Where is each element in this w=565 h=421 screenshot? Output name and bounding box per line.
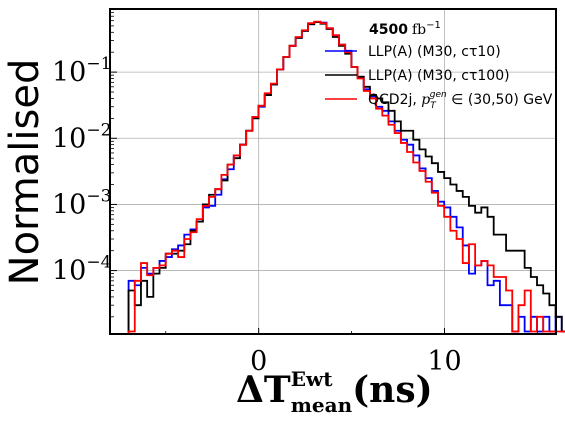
legend-label-2: LLP(A) (M30, cτ100) [368,68,510,84]
x-axis-label-unit: (ns) [352,369,433,411]
y-tick-label: 10−2 [52,120,111,154]
x-tick-label: 0 [250,346,267,377]
x-axis-label-sup: Ewt [291,367,333,391]
y-tick-label: 10−1 [52,54,111,88]
grid-lines [110,9,556,334]
legend-title: 4500 fb−1 [369,20,441,38]
plot-frame [109,8,557,335]
axis-ticks: 0 10 10−4 10−3 10−2 10−1 [52,8,538,377]
x-axis-label-main: ΔT [236,369,291,411]
x-axis-label: ΔTEwt mean(ns) [236,367,433,417]
series-group [127,20,565,334]
x-axis-label-sub: mean [291,393,353,417]
legend: 4500 fb−1 LLP(A) (M30, cτ10) LLP(A) (M30, … [325,20,553,111]
x-tick-label: 10 [427,346,461,377]
y-axis-label: Normalised [2,59,48,286]
series-line-3 [127,20,565,334]
series-line-2 [127,21,565,334]
y-tick-label: 10−4 [52,253,111,287]
legend-label-1: LLP(A) (M30, cτ10) [368,44,501,60]
legend-label-3: QCD2j, pTgen ∈ (30,50) GeV [368,90,553,111]
y-tick-label: 10−3 [52,186,111,220]
